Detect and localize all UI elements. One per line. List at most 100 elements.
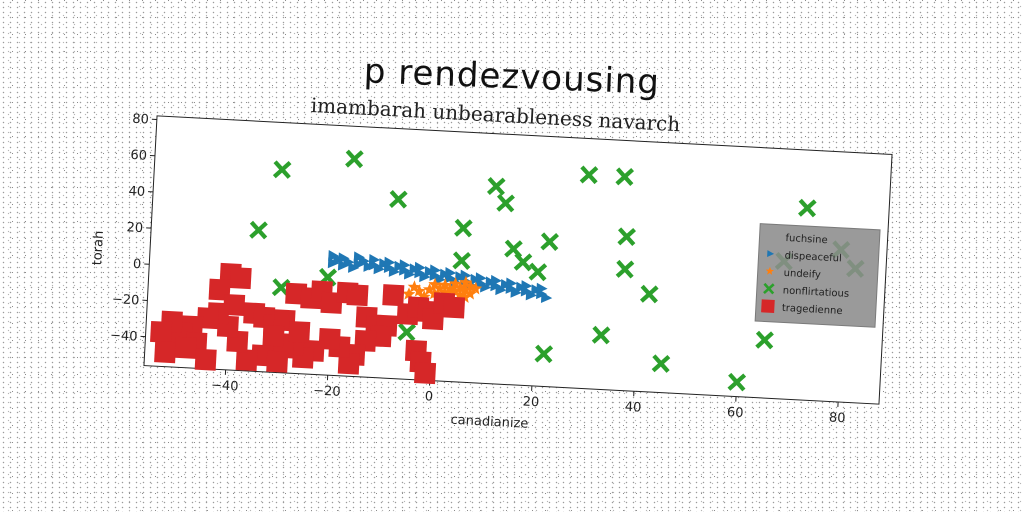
x-tick-label: 80 [829, 411, 846, 427]
data-point [194, 348, 217, 371]
data-point [397, 322, 417, 342]
data-point [384, 256, 396, 268]
data-point [389, 190, 408, 209]
data-point [448, 276, 463, 290]
data-point [412, 284, 426, 297]
data-point [615, 167, 635, 187]
y-tick-label: 40 [128, 184, 145, 200]
data-point [452, 251, 471, 270]
legend-marker [761, 299, 775, 313]
data-point [453, 280, 468, 294]
data-point [414, 261, 426, 273]
legend-label: undeify [783, 268, 821, 281]
data-point [505, 277, 518, 289]
data-point [345, 149, 364, 169]
y-tick-label: −20 [112, 292, 140, 308]
plot-area: imambarah unbearableness navarch −40 −20 0… [90, 93, 893, 432]
data-point [353, 251, 365, 263]
data-point [382, 284, 405, 307]
data-point [328, 250, 340, 262]
data-point [579, 165, 599, 185]
data-point [402, 287, 416, 301]
data-point [513, 252, 533, 272]
axis-ticks: −40 −20 0 20 40 60 80 −40 −20 0 20 40 60 80 [110, 112, 846, 427]
y-tick-label: −40 [110, 328, 138, 344]
data-point [496, 193, 515, 213]
data-point [337, 352, 360, 375]
data-point [346, 284, 369, 307]
x-tick-label: 0 [424, 389, 433, 404]
legend-label: nonflirtatious [782, 285, 849, 299]
chart-title: p rendezvousing [363, 51, 661, 102]
x-tick-label: 20 [522, 394, 539, 410]
x-tick-label: −20 [313, 383, 341, 399]
data-point [615, 259, 635, 279]
data-point [154, 341, 177, 364]
y-tick-label: 80 [132, 112, 149, 128]
data-point [540, 232, 559, 252]
data-point [338, 252, 350, 264]
data-point [272, 160, 292, 179]
data-point [288, 320, 311, 344]
data-point [249, 220, 268, 240]
data-point [368, 253, 381, 265]
data-point [528, 262, 548, 282]
data-point [428, 277, 442, 291]
legend-label: dispeaceful [784, 250, 842, 264]
data-point [521, 280, 533, 292]
data-point [429, 264, 442, 276]
data-marks [150, 149, 865, 392]
data-point [651, 354, 671, 373]
data-point [454, 218, 473, 238]
data-point [407, 280, 421, 294]
data-point [486, 176, 506, 196]
data-point [443, 282, 457, 295]
data-point [266, 350, 289, 373]
data-point [421, 308, 445, 331]
y-tick-label: 0 [133, 257, 142, 272]
y-axis-label: torah [90, 230, 107, 265]
data-point [174, 336, 197, 359]
data-point [438, 278, 452, 292]
data-point [591, 325, 611, 345]
data-point [469, 281, 483, 295]
data-point [445, 267, 457, 279]
data-point [262, 325, 285, 348]
legend-label: fuchsine [785, 233, 828, 246]
data-point [443, 296, 466, 319]
x-tick-label: −40 [211, 378, 239, 394]
data-point [755, 330, 774, 350]
data-point [490, 274, 502, 286]
data-point [433, 281, 447, 295]
y-tick-label: 60 [130, 148, 147, 164]
x-tick-label: 40 [624, 400, 641, 416]
data-point [399, 259, 411, 271]
x-axis-label: canadianize [450, 413, 529, 432]
data-point [422, 282, 437, 296]
x-tick-label: 60 [727, 405, 744, 421]
data-point [464, 279, 478, 293]
data-point [235, 349, 258, 372]
legend-marker [763, 282, 775, 295]
data-point [617, 227, 637, 246]
legend-label: tragedienne [782, 303, 843, 317]
data-point [229, 267, 252, 290]
data-point [536, 282, 548, 294]
data-point [150, 320, 173, 344]
data-point [460, 269, 472, 281]
legend-marker [767, 250, 775, 257]
data-point [639, 284, 659, 304]
data-point [458, 282, 473, 296]
data-point [475, 272, 487, 284]
data-point [414, 362, 437, 385]
data-point [534, 344, 554, 364]
data-point [727, 372, 747, 392]
legend: fuchsine dispeaceful undeify nonflirtatious… [754, 223, 881, 328]
legend-marker [765, 266, 774, 275]
data-point [540, 292, 553, 303]
y-tick-label: 20 [126, 220, 143, 236]
data-point [798, 198, 817, 218]
data-point [459, 275, 473, 289]
legend-box [754, 223, 881, 328]
